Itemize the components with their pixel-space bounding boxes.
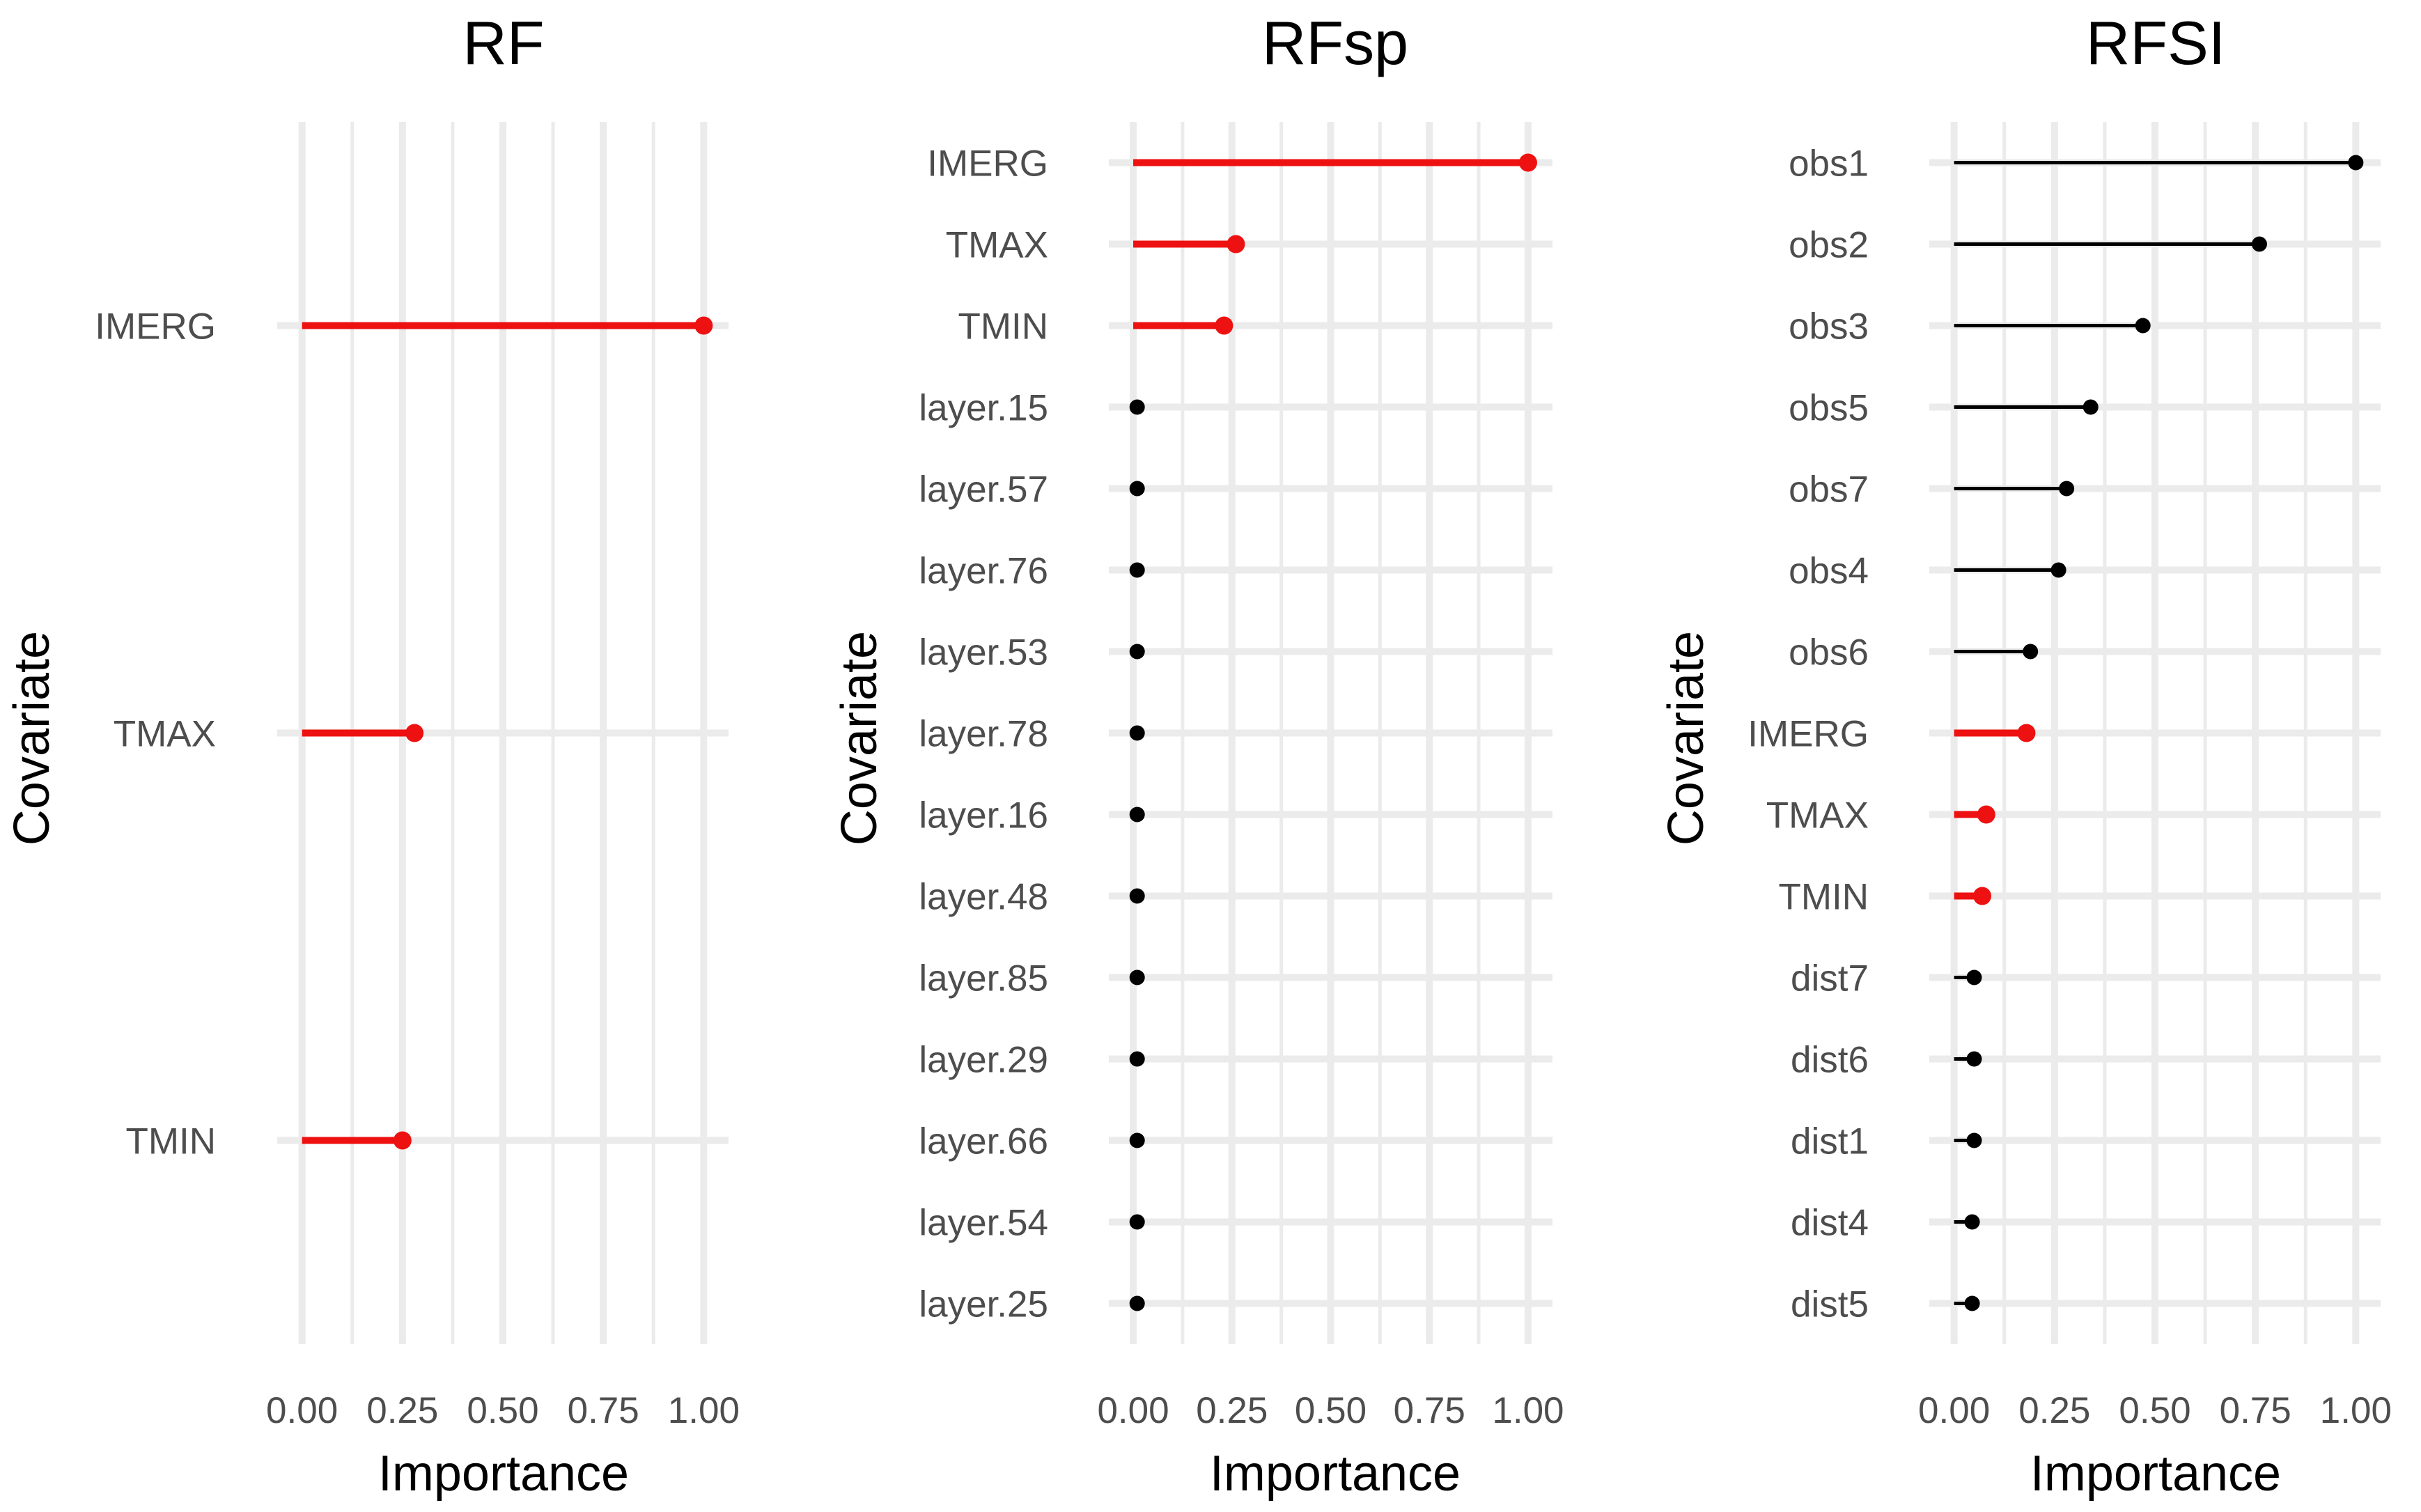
panel-rf: 0.00 0.25 0.50 0.75 1.00 IMERG TMAX TMIN RF Imp… bbox=[4, 8, 740, 1502]
x-tick-label: 0.50 bbox=[1295, 1390, 1367, 1431]
y-tick-label: obs1 bbox=[1789, 143, 1869, 185]
lollipop-point bbox=[1129, 806, 1145, 823]
y-tick-label: TMIN bbox=[125, 1121, 216, 1162]
lollipop-point bbox=[2348, 155, 2364, 171]
y-tick-label: IMERG bbox=[95, 306, 216, 348]
y-tick-label: layer.29 bbox=[919, 1040, 1048, 1081]
x-axis-title: Importance bbox=[378, 1446, 629, 1502]
y-tick-label: TMAX bbox=[1766, 795, 1869, 836]
panel-title: RF bbox=[462, 8, 544, 77]
y-tick-label: dist1 bbox=[1791, 1121, 1869, 1162]
lollipop-point bbox=[1964, 1214, 1980, 1230]
y-tick-label: dist5 bbox=[1791, 1284, 1869, 1325]
y-axis-title: Covariate bbox=[1658, 631, 1714, 845]
lollipop-point bbox=[2023, 644, 2039, 660]
lollipop-point bbox=[1129, 725, 1145, 741]
y-tick-label: layer.85 bbox=[919, 958, 1048, 999]
y-tick-label: obs3 bbox=[1789, 306, 1869, 348]
y-tick-label: obs2 bbox=[1789, 225, 1869, 266]
y-axis-title: Covariate bbox=[4, 631, 60, 845]
lollipop-point bbox=[1129, 644, 1145, 660]
panel-title: RFSI bbox=[2086, 8, 2225, 77]
x-tick-label: 0.25 bbox=[1196, 1390, 1268, 1431]
lollipop-point bbox=[1129, 888, 1145, 904]
y-tick-label: layer.57 bbox=[919, 469, 1048, 511]
lollipop-point bbox=[1966, 969, 1982, 985]
y-tick-label: obs4 bbox=[1789, 551, 1869, 592]
y-axis-title: Covariate bbox=[832, 631, 887, 845]
x-axis-title: Importance bbox=[1210, 1446, 1461, 1502]
y-tick-label: layer.54 bbox=[919, 1203, 1048, 1244]
lollipop-point bbox=[2135, 318, 2151, 334]
y-tick-label: layer.48 bbox=[919, 877, 1048, 918]
lollipop-point bbox=[1129, 969, 1145, 985]
y-tick-label: dist6 bbox=[1791, 1040, 1869, 1081]
lollipop-point bbox=[1227, 235, 1245, 254]
panel-rfsp: 0.00 0.25 0.50 0.75 1.00 IMERG TMAX TMIN layer.1… bbox=[832, 8, 1564, 1502]
x-tick-label: 1.00 bbox=[1492, 1390, 1564, 1431]
x-tick-label: 0.25 bbox=[366, 1390, 438, 1431]
y-tick-label: layer.66 bbox=[919, 1121, 1048, 1162]
x-tick-label: 0.50 bbox=[467, 1390, 538, 1431]
lollipop-point bbox=[1129, 1051, 1145, 1067]
y-tick-label: obs5 bbox=[1789, 388, 1869, 429]
lollipop-point bbox=[1977, 805, 1995, 824]
y-tick-label: TMAX bbox=[946, 225, 1048, 266]
x-tick-label: 0.75 bbox=[2220, 1390, 2291, 1431]
plot-area: 0.00 0.25 0.50 0.75 1.00 IMERG TMAX TMIN layer.1… bbox=[919, 122, 1564, 1431]
lollipop-point bbox=[1129, 1132, 1145, 1148]
y-tick-label: obs7 bbox=[1789, 469, 1869, 511]
y-tick-label: layer.53 bbox=[919, 632, 1048, 673]
y-tick-label: TMAX bbox=[114, 714, 216, 755]
x-tick-label: 0.75 bbox=[1394, 1390, 1465, 1431]
y-tick-label: layer.78 bbox=[919, 714, 1048, 755]
lollipop-point bbox=[405, 724, 424, 742]
x-tick-label: 0.00 bbox=[1097, 1390, 1169, 1431]
y-tick-label: IMERG bbox=[1747, 714, 1869, 755]
y-tick-label: TMIN bbox=[1778, 877, 1869, 918]
lollipop-point bbox=[694, 316, 713, 335]
x-tick-label: 0.75 bbox=[568, 1390, 639, 1431]
lollipop-point bbox=[1966, 1051, 1982, 1067]
lollipop-point bbox=[1129, 562, 1145, 578]
y-tick-label: dist4 bbox=[1791, 1203, 1869, 1244]
lollipop-point bbox=[1973, 887, 1992, 905]
panel-title: RFsp bbox=[1262, 8, 1408, 77]
plot-area: 0.00 0.25 0.50 0.75 1.00 IMERG TMAX TMIN bbox=[95, 122, 740, 1431]
y-tick-label: layer.16 bbox=[919, 795, 1048, 836]
x-tick-label: 0.25 bbox=[2018, 1390, 2090, 1431]
lollipop-point bbox=[393, 1131, 412, 1150]
panel-rfsi: 0.00 0.25 0.50 0.75 1.00 obs1 obs2 obs3 obs5 obs7… bbox=[1658, 8, 2392, 1502]
x-tick-label: 0.50 bbox=[2119, 1390, 2190, 1431]
lollipop-point bbox=[2059, 481, 2075, 497]
y-tick-label: TMIN bbox=[958, 306, 1048, 348]
lollipop-point bbox=[2083, 399, 2099, 415]
lollipop-point bbox=[1129, 399, 1145, 415]
lollipop-point bbox=[1215, 316, 1233, 335]
x-tick-label: 1.00 bbox=[2320, 1390, 2392, 1431]
plot-area: 0.00 0.25 0.50 0.75 1.00 obs1 obs2 obs3 obs5 obs7… bbox=[1747, 122, 2392, 1431]
lollipop-point bbox=[2050, 562, 2066, 578]
x-tick-label: 0.00 bbox=[1918, 1390, 1990, 1431]
y-tick-label: layer.25 bbox=[919, 1284, 1048, 1325]
lollipop-point bbox=[2251, 236, 2267, 252]
y-tick-label: dist7 bbox=[1791, 958, 1869, 999]
lollipop-point bbox=[1518, 153, 1537, 172]
x-axis-title: Importance bbox=[2030, 1446, 2281, 1502]
y-tick-label: layer.76 bbox=[919, 551, 1048, 592]
lollipop-point bbox=[1129, 1214, 1145, 1230]
y-tick-label: layer.15 bbox=[919, 388, 1048, 429]
lollipop-point bbox=[2017, 724, 2036, 742]
y-tick-label: IMERG bbox=[927, 143, 1048, 185]
x-tick-label: 0.00 bbox=[266, 1390, 338, 1431]
y-tick-label: obs6 bbox=[1789, 632, 1869, 673]
x-tick-label: 1.00 bbox=[668, 1390, 740, 1431]
lollipop-point bbox=[1129, 1295, 1145, 1311]
lollipop-point bbox=[1129, 481, 1145, 497]
lollipop-point bbox=[1964, 1295, 1980, 1311]
lollipop-point bbox=[1966, 1132, 1982, 1148]
